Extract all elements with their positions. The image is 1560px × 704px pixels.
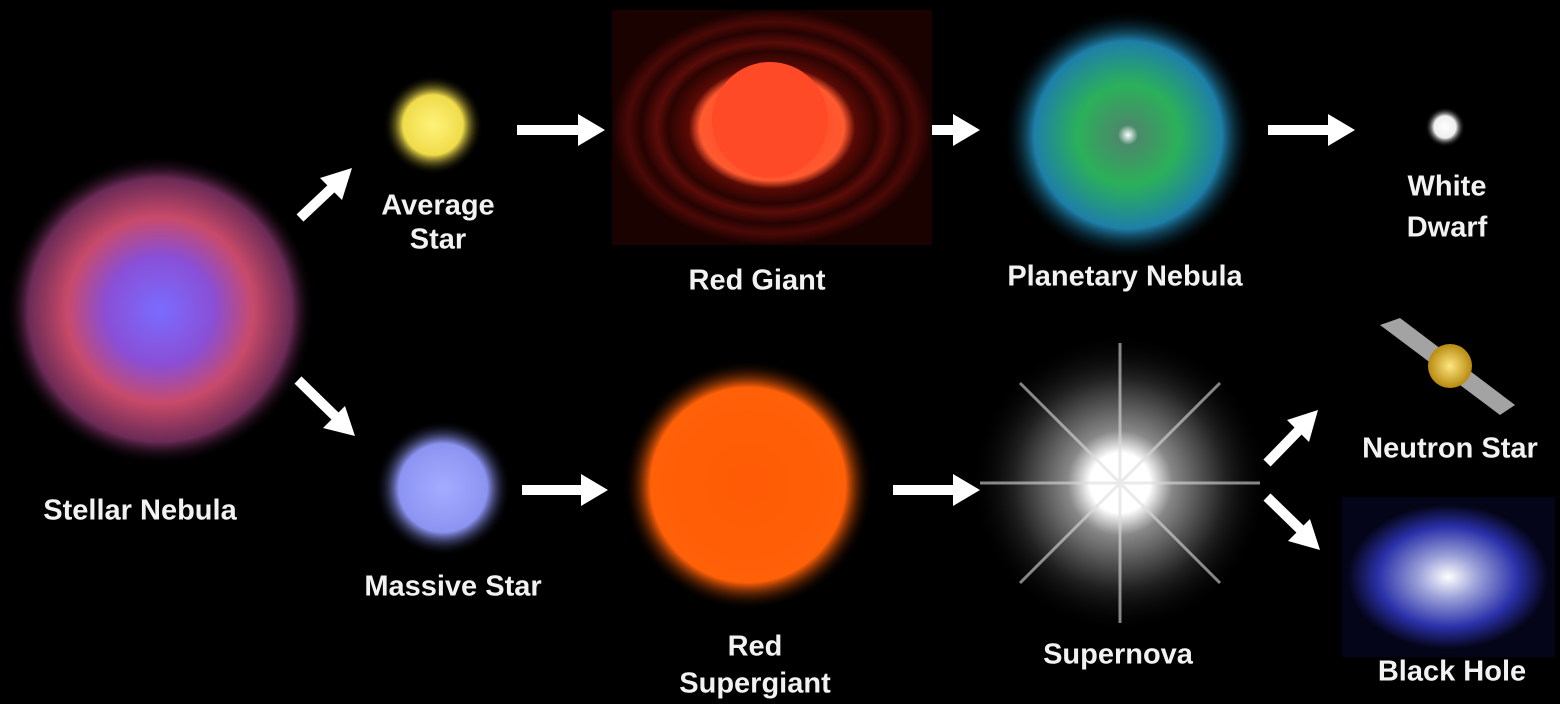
- stellar-nebula: [5, 155, 315, 465]
- node-label: Neutron Star: [1362, 433, 1538, 465]
- node-label: Stellar Nebula: [43, 495, 237, 527]
- red-giant-core: [712, 62, 828, 178]
- red-supergiant: [623, 360, 873, 610]
- white-dwarf: [1425, 107, 1465, 147]
- node-label: Black Hole: [1378, 656, 1526, 688]
- massive-star: [375, 420, 511, 556]
- node-label: Dwarf: [1407, 212, 1488, 244]
- arrow-head: [578, 114, 605, 146]
- node-label: Planetary Nebula: [1007, 261, 1243, 293]
- neutron-star: [1428, 344, 1472, 388]
- node-label: White: [1408, 171, 1487, 203]
- arrow-head: [1328, 114, 1355, 146]
- node-label: Red: [728, 631, 783, 663]
- arrow: [300, 185, 335, 218]
- arrow: [1267, 497, 1303, 532]
- black-hole: [1348, 505, 1548, 649]
- diagram: Stellar Nebula Average Star Red Giant Pl…: [0, 0, 1560, 704]
- node-label: Average: [381, 190, 494, 222]
- page: Stellar life cycle {"nodes": [ {"label":…: [0, 0, 1560, 704]
- node-label: Supernova: [1043, 639, 1194, 671]
- arrow-head: [953, 114, 980, 146]
- node-label: Supergiant: [679, 668, 831, 700]
- body: Stellar Nebula Average Star Red Giant Pl…: [0, 0, 1560, 704]
- planetary-nebula: [1003, 10, 1253, 260]
- node-label: Star: [410, 224, 466, 256]
- supernova-rays: [980, 343, 1260, 623]
- arrow: [298, 380, 337, 418]
- arrow: [1267, 427, 1302, 463]
- average-star: [383, 75, 483, 175]
- node-label: Massive Star: [364, 571, 541, 603]
- node-label: Red Giant: [689, 265, 826, 297]
- arrow-head: [581, 474, 608, 506]
